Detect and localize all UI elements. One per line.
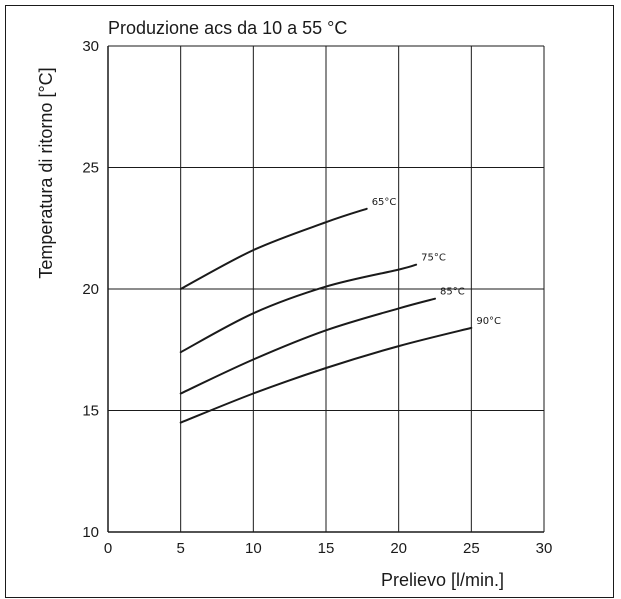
series-label-3: 90°C [476,316,501,327]
axes [107,46,544,533]
series-line-3 [179,326,473,424]
chart-frame [5,5,614,598]
series-lines [179,207,473,424]
grid [107,45,545,533]
series-label-2: 85°C [440,287,465,298]
tick-labels: 0 5 10 15 20 25 30 10 15 20 25 30 [82,38,552,557]
series-label-1: 75°C [421,253,446,264]
series-label-0: 65°C [372,197,397,208]
series-line-2 [179,297,436,395]
y-tick-label-1: 15 [82,403,99,420]
x-tick-label-4: 20 [390,540,407,557]
x-tick-label-1: 5 [176,540,184,557]
x-tick-label-3: 15 [318,540,335,557]
chart-title: Produzione acs da 10 a 55 °C [108,18,347,38]
y-tick-label-0: 10 [82,524,99,541]
y-axis-label: Temperatura di ritorno [°C] [36,67,56,278]
x-tick-label-6: 30 [536,540,553,557]
series-line-1 [179,263,418,354]
y-tick-label-3: 25 [82,160,99,177]
x-tick-label-0: 0 [104,540,112,557]
y-tick-label-2: 20 [82,281,99,298]
series-line-0 [179,207,368,290]
y-tick-label-4: 30 [82,38,99,55]
x-tick-label-2: 10 [245,540,262,557]
series-labels: 65°C 75°C 85°C 90°C [372,197,501,327]
x-axis-label: Prelievo [l/min.] [381,570,504,590]
x-tick-label-5: 25 [463,540,480,557]
